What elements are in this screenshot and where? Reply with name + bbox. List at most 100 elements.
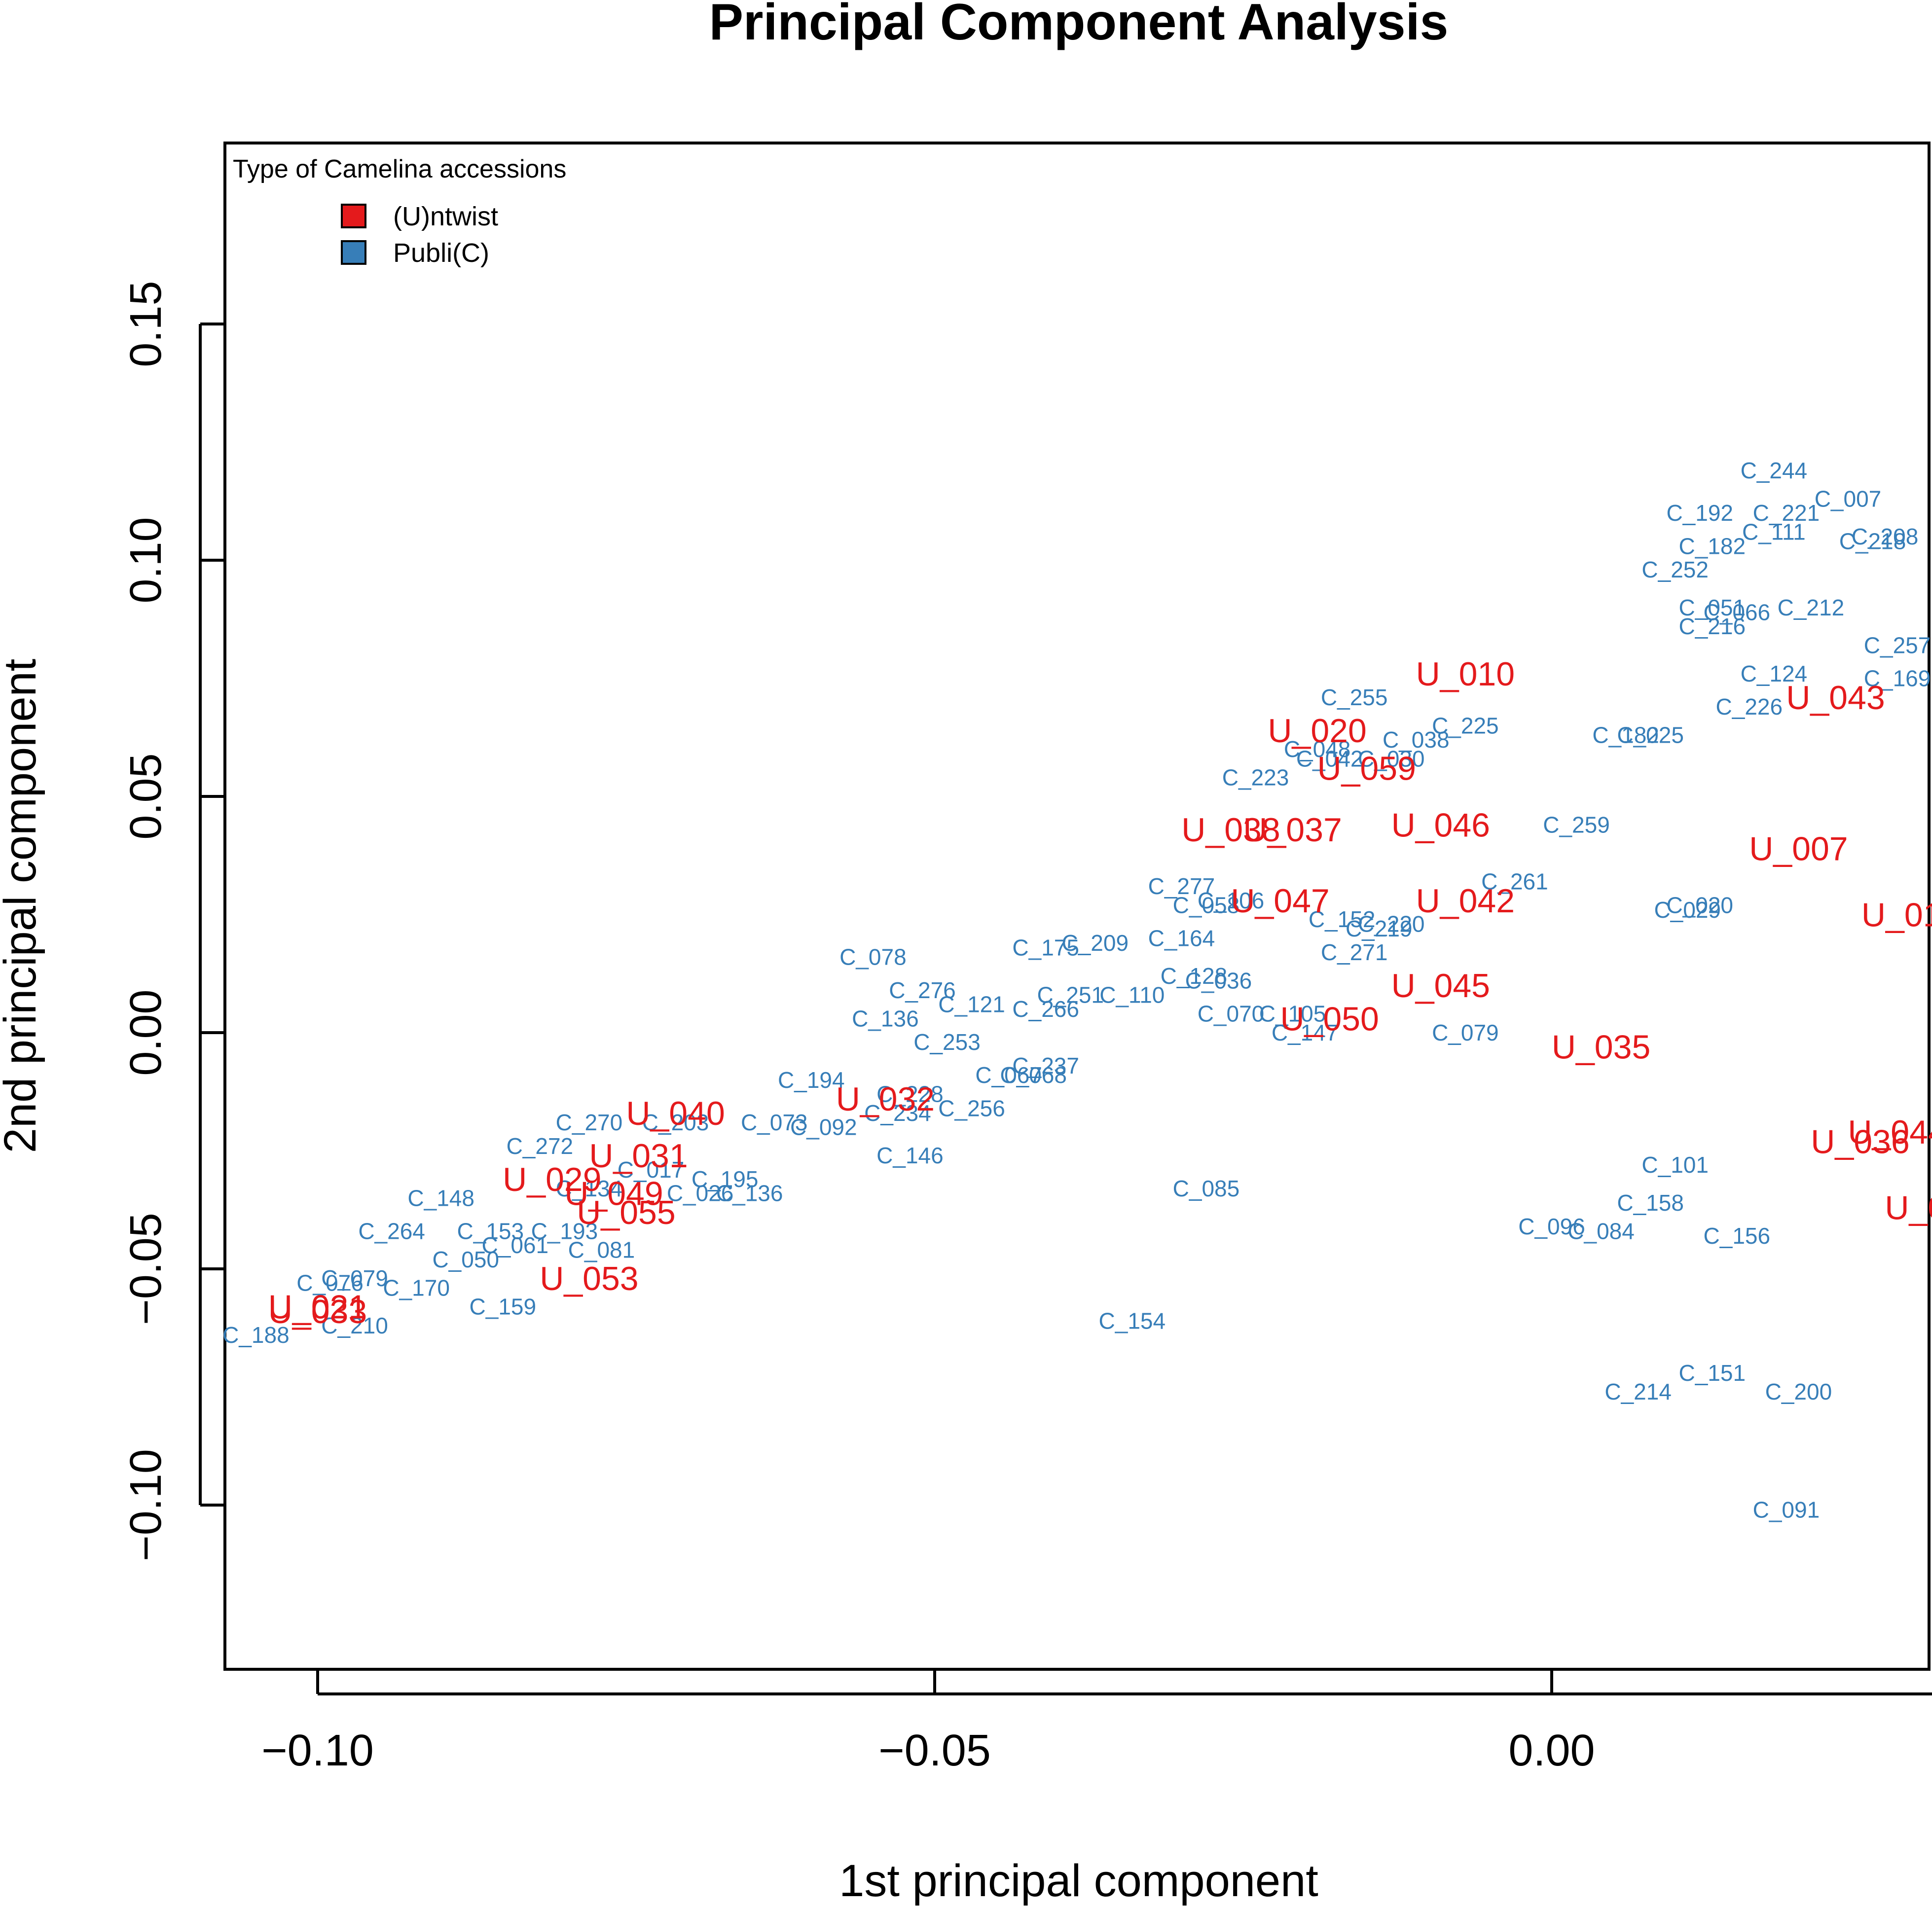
publi-point-label: C_136 <box>716 1181 783 1206</box>
publi-point-label: C_079 <box>321 1265 388 1291</box>
publi-point-label: C_218 <box>1839 529 1906 554</box>
publi-point-label: C_182 <box>1678 533 1746 559</box>
publi-point-label: C_256 <box>938 1095 1005 1121</box>
publi-point-label: C_058 <box>1173 892 1240 918</box>
untwist-point-label: U_052 <box>1885 1189 1932 1226</box>
publi-point-label: C_038 <box>1383 727 1450 753</box>
publi-point-label: C_029 <box>1654 897 1721 923</box>
publi-point-label: C_195 <box>692 1166 759 1192</box>
publi-point-label: C_146 <box>876 1143 944 1168</box>
publi-point-label: C_251 <box>1037 982 1104 1007</box>
publi-point-label: C_219 <box>1346 916 1413 941</box>
publi-point-label: C_272 <box>507 1133 574 1159</box>
y-tick-label: 0.10 <box>121 517 171 603</box>
publi-point-label: C_152 <box>1309 906 1376 932</box>
publi-point-label: C_092 <box>790 1115 857 1140</box>
publi-point-label: C_182 <box>1592 722 1659 748</box>
legend: Type of Camelina accessions (U)ntwist Pu… <box>233 155 566 268</box>
publi-point-label: C_007 <box>1815 486 1882 511</box>
untwist-point-label: U_047 <box>1231 882 1329 920</box>
publi-point-label: C_076 <box>296 1270 364 1296</box>
publi-point-label: C_192 <box>1666 500 1733 526</box>
publi-point-label: C_223 <box>1222 765 1289 791</box>
untwist-point-label: U_021 <box>268 1289 367 1326</box>
y-tick-label: 0.15 <box>121 281 171 367</box>
untwist-point-label: U_043 <box>1786 679 1885 717</box>
publi-point-label: C_147 <box>1272 1020 1339 1045</box>
publi-point-label: C_203 <box>642 1110 709 1135</box>
publi-point-label: C_106 <box>1198 888 1265 913</box>
publi-point-label: C_084 <box>1567 1218 1635 1244</box>
publi-point-label: C_261 <box>1481 868 1548 894</box>
publi-point-label: C_101 <box>1641 1152 1709 1178</box>
publi-point-label: C_277 <box>1148 873 1215 899</box>
publi-point-label: C_244 <box>1741 458 1808 483</box>
untwist-point-label: U_007 <box>1749 830 1848 867</box>
legend-swatch-publi <box>341 240 366 265</box>
untwist-point-label: U_037 <box>1243 811 1342 849</box>
publi-point-label: C_170 <box>383 1275 450 1300</box>
untwist-point-label: U_036 <box>1811 1123 1909 1160</box>
untwist-point-label: U_029 <box>503 1161 601 1198</box>
x-tick-label: 0.00 <box>1508 1726 1595 1775</box>
publi-point-label: C_068 <box>1000 1062 1067 1088</box>
publi-point-label: C_096 <box>1518 1214 1585 1239</box>
y-tick-label: −0.10 <box>121 1449 171 1561</box>
publi-point-label: C_208 <box>1852 524 1919 549</box>
publi-point-label: C_061 <box>482 1232 549 1258</box>
publi-point-label: C_164 <box>1148 925 1215 951</box>
publi-point-label: C_214 <box>1604 1379 1672 1404</box>
publi-point-label: C_209 <box>1061 930 1129 956</box>
publi-point-label: C_264 <box>358 1218 425 1244</box>
publi-point-label: C_221 <box>1753 500 1820 526</box>
publi-point-label: C_237 <box>1012 1053 1079 1079</box>
publi-point-label: C_091 <box>1753 1497 1820 1523</box>
untwist-point-label: U_040 <box>626 1095 725 1132</box>
publi-point-label: C_036 <box>1185 968 1252 994</box>
untwist-point-label: U_042 <box>1416 882 1515 920</box>
untwist-point-label: U_053 <box>540 1260 638 1297</box>
publi-point-label: C_200 <box>1765 1379 1832 1404</box>
legend-label-publi: Publi(C) <box>393 238 489 268</box>
x-tick-label: −0.05 <box>878 1726 991 1775</box>
publi-point-label: C_042 <box>1296 746 1363 771</box>
untwist-point-label: U_046 <box>1391 806 1490 844</box>
publi-point-label: C_266 <box>1012 996 1079 1022</box>
publi-point-label: C_020 <box>1666 892 1733 918</box>
untwist-point-label: U_059 <box>1317 750 1416 788</box>
y-tick-label: −0.05 <box>121 1213 171 1325</box>
untwist-point-label: U_011 <box>1861 897 1932 934</box>
y-tick-label: 0.00 <box>121 989 171 1076</box>
legend-swatch-untwist <box>341 204 366 228</box>
legend-label-untwist: (U)ntwist <box>393 202 498 231</box>
publi-point-label: C_156 <box>1704 1223 1771 1249</box>
publi-point-label: C_225 <box>1432 713 1499 738</box>
publi-point-label: C_271 <box>1321 939 1388 965</box>
untwist-point-label: U_032 <box>836 1080 935 1118</box>
publi-point-label: C_066 <box>1704 599 1771 625</box>
untwist-point-label: U_049 <box>564 1175 663 1213</box>
publi-point-label: C_134 <box>556 1176 623 1201</box>
publi-point-label: C_255 <box>1321 684 1388 710</box>
publi-point-label: C_159 <box>470 1294 537 1320</box>
publi-point-label: C_234 <box>864 1100 931 1126</box>
publi-point-label: C_051 <box>1678 595 1746 620</box>
publi-point-label: C_026 <box>667 1181 734 1206</box>
untwist-point-label: U_044 <box>1848 1114 1932 1151</box>
y-tick-label: 0.05 <box>121 753 171 839</box>
publi-point-label: C_148 <box>407 1185 474 1211</box>
publi-point-label: C_025 <box>1617 722 1684 748</box>
publi-point-label: C_151 <box>1678 1360 1746 1386</box>
untwist-point-label: U_050 <box>1280 1000 1379 1038</box>
publi-point-label: C_136 <box>852 1006 919 1031</box>
publi-point-label: C_194 <box>778 1067 845 1093</box>
publi-point-label: C_252 <box>1641 557 1709 582</box>
publi-point-label: C_216 <box>1678 613 1746 639</box>
x-axis-title: 1st principal component <box>839 1856 1318 1906</box>
publi-point-label: C_079 <box>1432 1020 1499 1045</box>
publi-point-label: C_259 <box>1543 812 1610 837</box>
x-tick-label: −0.10 <box>261 1726 374 1775</box>
publi-point-label: C_153 <box>457 1218 524 1244</box>
publi-point-label: C_270 <box>556 1110 623 1135</box>
publi-point-label: C_257 <box>1864 632 1931 658</box>
